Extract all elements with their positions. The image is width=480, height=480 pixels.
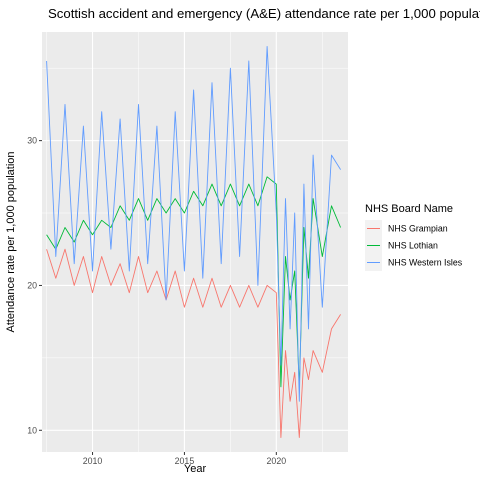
x-axis-title: Year: [184, 463, 207, 475]
x-tick-label: 2020: [267, 456, 287, 466]
axis-ticks: 2010 2015 2020 10 20 30: [27, 136, 286, 466]
series-lines: [46, 46, 342, 438]
y-tick-label: 30: [27, 136, 37, 146]
legend-label-nhs-lothian: NHS Lothian: [388, 241, 438, 251]
x-tick-label: 2015: [175, 456, 195, 466]
grid-lines: [42, 32, 348, 452]
y-tick-label: 10: [27, 425, 37, 435]
legend-items: NHS Grampian NHS Lothian NHS Western Isles: [365, 220, 463, 271]
y-tick-label: 20: [27, 280, 37, 290]
legend-title: NHS Board Name: [365, 203, 453, 215]
chart-title: Scottish accident and emergency (A&E) at…: [48, 6, 480, 21]
series-line-nhs-western-isles: [46, 46, 341, 402]
legend-label-nhs-grampian: NHS Grampian: [388, 224, 448, 234]
y-axis-title: Attendance rate per 1,000 population: [5, 151, 17, 332]
series-line-nhs-grampian: [46, 248, 341, 438]
legend-label-nhs-western-isles: NHS Western Isles: [388, 258, 463, 268]
x-tick-label: 2010: [83, 456, 103, 466]
